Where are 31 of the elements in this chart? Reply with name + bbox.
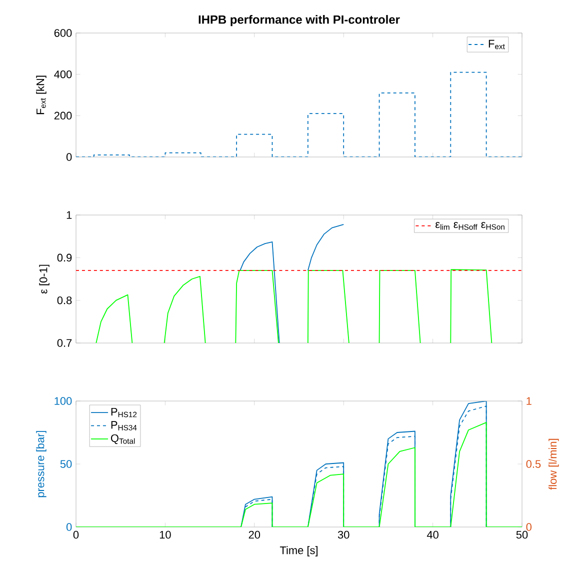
y2-tick-label: 0.5 xyxy=(526,460,541,468)
legend-label: P$_{HS12}$ xyxy=(111,408,137,418)
y-axis-title: ε [0-1] xyxy=(39,264,50,294)
x-tick-label: 0 xyxy=(73,530,79,539)
y-tick-label: 0 xyxy=(66,153,72,161)
y-tick-label: 0 xyxy=(66,523,72,531)
y-axis-title: F$_{ext}$ [kN] xyxy=(36,76,46,114)
y-tick-label: 200 xyxy=(54,112,72,120)
y-tick-label: 600 xyxy=(54,29,72,37)
legend-label: ε$_{lim}$ ε$_{HSoff}$ ε$_{HSon}$ xyxy=(436,222,504,230)
y-tick-label: 1 xyxy=(66,211,72,219)
y2-axis-title: flow [l/min] xyxy=(548,438,559,490)
x-axis-title: Time [s] xyxy=(280,546,318,556)
y-tick-label: 50 xyxy=(60,460,72,468)
chart-title: IHPB performance with PI-controler xyxy=(198,15,400,26)
y-tick-label: 100 xyxy=(54,397,72,405)
y-tick-label: 0.9 xyxy=(57,254,72,262)
legend-label: P$_{HS34}$ xyxy=(111,421,137,430)
y-axis-title: pressure [bar] xyxy=(36,431,46,498)
y-tick-label: 400 xyxy=(54,70,72,78)
x-tick-label: 10 xyxy=(160,530,171,539)
y-tick-label: 0.8 xyxy=(57,296,72,304)
y2-tick-label: 1 xyxy=(526,397,532,405)
legend-label: F$_{ext}$ xyxy=(488,40,505,50)
x-tick-label: 20 xyxy=(248,530,260,539)
legend-label: Q$_{Total}$ xyxy=(110,434,135,444)
y-tick-label: 0.7 xyxy=(57,339,72,347)
x-tick-label: 40 xyxy=(426,530,438,539)
x-tick-label: 50 xyxy=(516,530,528,539)
x-tick-label: 30 xyxy=(338,530,350,539)
y2-tick-label: 0 xyxy=(526,523,532,531)
